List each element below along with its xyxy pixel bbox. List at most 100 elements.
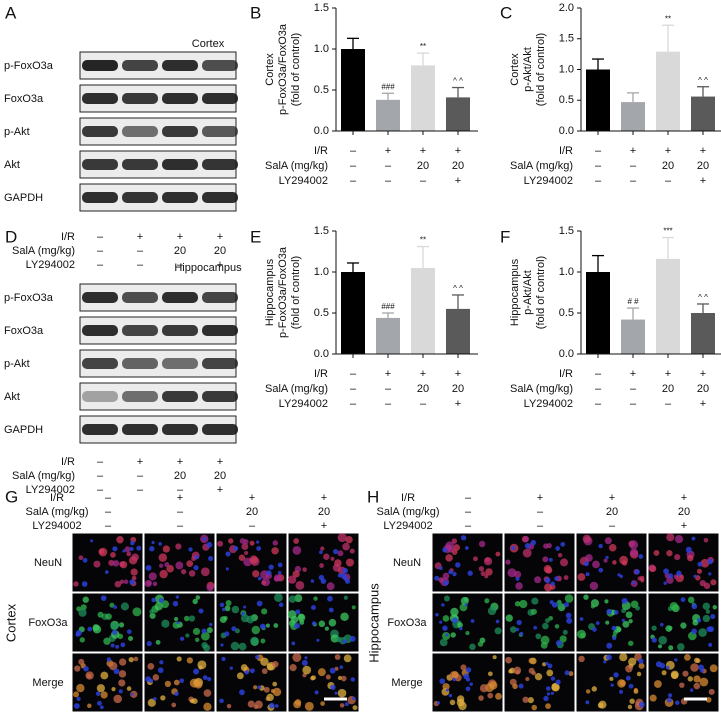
band (82, 391, 118, 402)
cell-nucleus (166, 564, 174, 573)
cell-nucleus (478, 540, 486, 548)
dapi-nucleus (256, 540, 260, 544)
cell-nucleus (274, 593, 283, 602)
cell-nucleus (323, 553, 330, 560)
cell-nucleus (545, 618, 550, 623)
dapi-nucleus (605, 555, 609, 560)
cell-nucleus (696, 568, 702, 574)
cell-nucleus (519, 599, 528, 609)
cell-nucleus (604, 537, 612, 545)
dapi-nucleus (550, 581, 555, 586)
cell-nucleus (460, 664, 467, 671)
dapi-nucleus (277, 562, 283, 568)
cell-nucleus (224, 605, 231, 612)
dapi-nucleus (442, 625, 448, 631)
dapi-nucleus (495, 619, 500, 624)
band (202, 325, 238, 336)
dapi-nucleus (610, 683, 614, 687)
cell-nucleus (114, 580, 122, 588)
cell-nucleus (465, 631, 470, 636)
dapi-nucleus (533, 625, 538, 630)
cell-nucleus (76, 683, 85, 693)
cell-nucleus (560, 558, 569, 567)
bar (621, 102, 645, 131)
cell-nucleus (100, 691, 108, 699)
dapi-nucleus (467, 570, 473, 576)
condition-cell: + (455, 398, 461, 410)
cell-nucleus (272, 687, 282, 697)
condition-cell: – (385, 398, 392, 410)
cell-nucleus (603, 558, 608, 563)
y-tick-label: 0.0 (559, 348, 574, 360)
condition-cell: 20 (678, 506, 690, 518)
cell-nucleus (239, 538, 246, 544)
cell-nucleus (265, 623, 270, 628)
condition-cell: – (665, 398, 672, 410)
condition-cell: + (217, 456, 223, 468)
dapi-nucleus (233, 545, 239, 551)
condition-cell: – (137, 245, 144, 257)
cell-nucleus (313, 596, 318, 601)
cell-nucleus (540, 641, 548, 649)
dapi-nucleus (439, 620, 443, 624)
cell-nucleus (261, 668, 268, 675)
condition-label: LY294002 (26, 259, 75, 271)
dapi-nucleus (611, 625, 617, 631)
channel-label: FoxO3a (387, 617, 427, 629)
cell-nucleus (200, 567, 210, 577)
dapi-nucleus (516, 619, 522, 626)
cell-nucleus (173, 679, 180, 686)
condition-label: LY294002 (524, 398, 573, 410)
cell-nucleus (159, 563, 164, 568)
condition-label: SalA (mg/kg) (12, 245, 75, 257)
band (122, 126, 158, 137)
bar (586, 272, 610, 354)
cell-nucleus (608, 543, 617, 552)
dapi-nucleus (159, 660, 164, 665)
cell-nucleus (186, 560, 194, 568)
cell-nucleus (443, 595, 450, 602)
dapi-nucleus (621, 597, 628, 604)
condition-label: SalA (mg/kg) (265, 383, 328, 395)
cell-nucleus (677, 643, 685, 651)
cell-nucleus (180, 568, 187, 575)
dapi-nucleus (696, 618, 702, 623)
micrograph (503, 592, 576, 653)
dapi-nucleus (194, 555, 199, 560)
y-tick-label: 1.0 (559, 63, 574, 75)
panel-letter: F (500, 227, 510, 246)
condition-cell: – (630, 160, 637, 172)
cell-nucleus (629, 698, 635, 704)
cell-nucleus (531, 704, 538, 711)
dapi-nucleus (434, 575, 440, 581)
significance: ^ ^ (453, 77, 463, 86)
condition-label: I/R (61, 456, 75, 468)
cell-nucleus (294, 594, 303, 603)
cell-nucleus (693, 675, 701, 683)
panel-letter: C (500, 3, 512, 22)
cell-nucleus (522, 548, 532, 558)
bar (376, 99, 400, 131)
cell-nucleus (590, 604, 595, 609)
condition-cell: 20 (606, 506, 618, 518)
cell-nucleus (78, 555, 84, 561)
dapi-nucleus (466, 677, 471, 682)
cell-nucleus (206, 627, 213, 634)
cell-nucleus (637, 576, 642, 581)
cell-nucleus (445, 541, 455, 551)
dapi-nucleus (202, 537, 207, 541)
cell-nucleus (206, 584, 214, 592)
dapi-nucleus (613, 672, 619, 678)
cell-nucleus (161, 600, 170, 609)
cell-nucleus (629, 540, 639, 550)
dapi-nucleus (311, 605, 316, 610)
cell-nucleus (260, 638, 266, 644)
condition-cell: – (97, 484, 104, 496)
cell-nucleus (188, 570, 196, 577)
cell-nucleus (551, 683, 560, 692)
cell-nucleus (108, 559, 115, 567)
dapi-nucleus (518, 683, 524, 689)
cell-nucleus (635, 605, 640, 611)
dapi-nucleus (113, 668, 120, 675)
dapi-nucleus (606, 608, 612, 615)
